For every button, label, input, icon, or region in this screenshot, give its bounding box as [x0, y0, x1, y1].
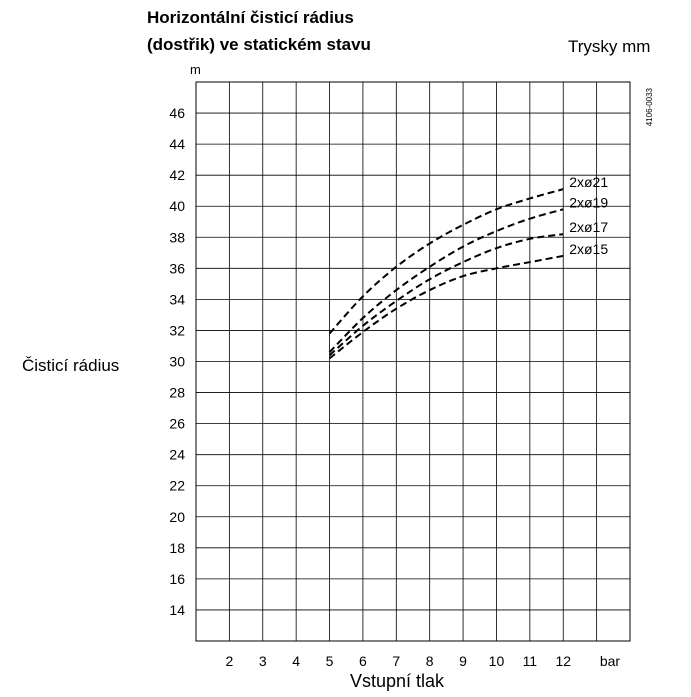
y-tick-label: 34: [169, 291, 185, 307]
chart-subtitle: (dostřik) ve statickém stavu: [147, 35, 371, 54]
y-tick-label: 44: [169, 136, 185, 152]
y-axis-unit: m: [190, 62, 201, 77]
y-tick-label: 22: [169, 478, 185, 494]
chart-title: Horizontální čisticí rádius: [147, 8, 354, 27]
y-tick-label: 20: [169, 509, 185, 525]
series-label: 2xø15: [569, 241, 608, 257]
x-tick-label: 10: [489, 653, 505, 669]
y-tick-label: 38: [169, 229, 185, 245]
y-tick-label: 30: [169, 354, 185, 370]
series-label: 2xø17: [569, 219, 608, 235]
series-label: 2xø21: [569, 174, 608, 190]
y-tick-label: 46: [169, 105, 185, 121]
x-tick-label: 12: [555, 653, 571, 669]
series-line: [328, 254, 564, 360]
x-tick-label: 9: [459, 653, 467, 669]
y-tick-label: 16: [169, 571, 185, 587]
x-axis-label: Vstupní tlak: [350, 671, 445, 691]
y-tick-label: 40: [169, 198, 185, 214]
x-tick-label: 11: [523, 653, 538, 669]
y-tick-label: 28: [169, 385, 185, 401]
y-tick-label: 14: [169, 602, 185, 618]
series-line: [328, 233, 564, 357]
y-tick-label: 32: [169, 322, 185, 338]
y-tick-label: 24: [169, 447, 185, 463]
x-tick-label: 7: [392, 653, 400, 669]
x-tick-label: 4: [292, 653, 300, 669]
x-tick-label: 6: [359, 653, 367, 669]
y-tick-label: 42: [169, 167, 185, 183]
y-axis-label: Čisticí rádius: [22, 356, 120, 375]
series-line: [328, 188, 564, 335]
y-tick-label: 36: [169, 260, 185, 276]
x-tick-label: 2: [225, 653, 233, 669]
legend-title: Trysky mm: [568, 37, 651, 56]
x-tick-label: 8: [426, 653, 434, 669]
x-tick-label: 3: [259, 653, 267, 669]
y-tick-label: 26: [169, 416, 185, 432]
x-tick-label: 5: [326, 653, 334, 669]
series-label: 2xø19: [569, 194, 608, 210]
x-axis-unit: bar: [600, 653, 621, 669]
y-tick-label: 18: [169, 540, 185, 556]
